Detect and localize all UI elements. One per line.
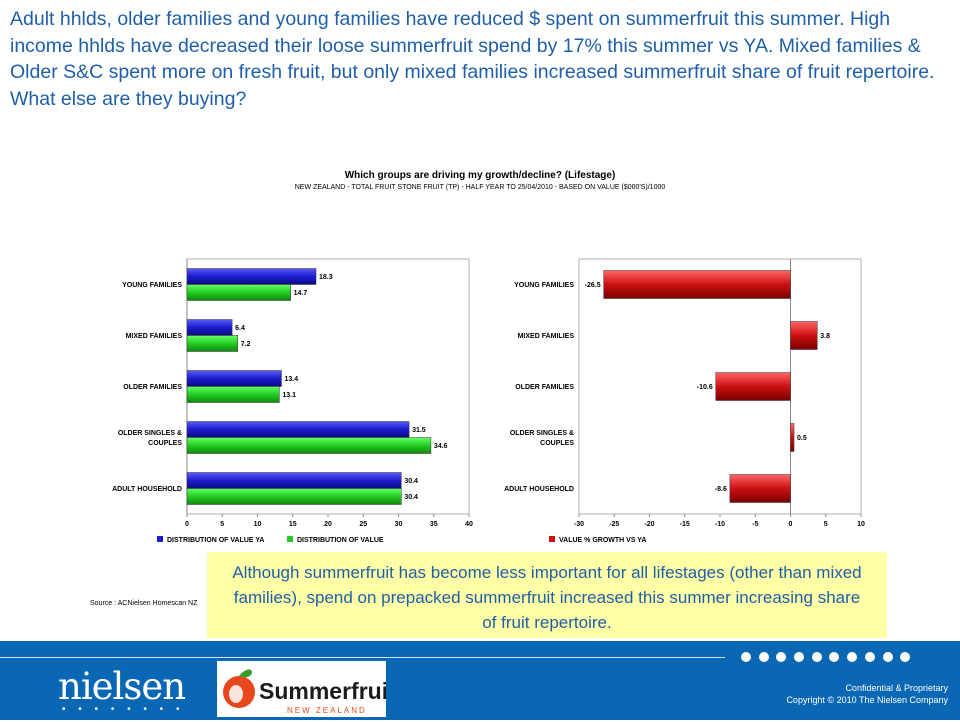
source-note: Source : ACNielsen Homescan NZ bbox=[90, 600, 198, 607]
chart-title: Which groups are driving my growth/decli… bbox=[344, 170, 616, 181]
nielsen-logo-dots: • • • • • • • • bbox=[62, 704, 185, 715]
bar bbox=[186, 370, 282, 387]
x-tick-label: 5 bbox=[220, 521, 224, 528]
copyright-text: Copyright © 2010 The Nielsen Company bbox=[786, 695, 948, 705]
category-label: OLDER FAMILIES bbox=[515, 384, 574, 391]
bar bbox=[186, 268, 317, 285]
legend-swatch bbox=[157, 536, 163, 542]
category-label: OLDER SINGLES & COUPLES bbox=[510, 430, 575, 447]
x-tick-label: -5 bbox=[752, 521, 758, 528]
footer-dots bbox=[741, 649, 911, 667]
bar bbox=[186, 319, 233, 336]
x-tick-label: -20 bbox=[644, 521, 654, 528]
confidential-text: Confidential & Proprietary bbox=[845, 683, 948, 693]
legend-label: DISTRIBUTION OF VALUE YA bbox=[167, 537, 265, 544]
left-bar-chart: 0 5 10 15 20 25 30 35 40 YOUNG FAMILIES 18.3 14.7 MI… bbox=[112, 258, 473, 544]
data-label: 0.5 bbox=[797, 435, 807, 442]
summerfruit-logo: Summerfruit NEW ZEALAND bbox=[217, 661, 396, 717]
data-label: 30.4 bbox=[404, 494, 418, 501]
footer: nielsen • • • • • • • • Summerfruit NEW … bbox=[0, 641, 960, 720]
bar bbox=[729, 474, 791, 503]
data-label: 14.7 bbox=[294, 290, 308, 297]
data-label: 6.4 bbox=[235, 325, 245, 332]
nielsen-logo: nielsen bbox=[58, 665, 186, 708]
right-bar-chart: -30 -25 -20 -15 -10 -5 0 5 10 YOUNG FAMILIES -26.5… bbox=[504, 258, 865, 544]
data-label: -10.6 bbox=[697, 384, 713, 391]
x-tick-label: 15 bbox=[289, 521, 297, 528]
category-label: YOUNG FAMILIES bbox=[514, 282, 574, 289]
data-label: 18.3 bbox=[319, 274, 333, 281]
bar bbox=[186, 488, 402, 505]
legend-label: DISTRIBUTION OF VALUE bbox=[297, 537, 384, 544]
x-tick-label: 10 bbox=[254, 521, 262, 528]
x-tick-label: 35 bbox=[430, 521, 438, 528]
x-tick-label: -10 bbox=[715, 521, 725, 528]
footer-legal: Confidential & Proprietary Copyright © 2… bbox=[786, 682, 948, 706]
x-tick-label: 0 bbox=[789, 521, 793, 528]
x-tick-label: 40 bbox=[465, 521, 473, 528]
summerfruit-logo-sub: NEW ZEALAND bbox=[287, 706, 367, 715]
x-tick-label: -15 bbox=[680, 521, 690, 528]
category-label: OLDER SINGLES & COUPLES bbox=[118, 430, 183, 447]
x-tick-label: -25 bbox=[609, 521, 619, 528]
category-label: ADULT HOUSEHOLD bbox=[112, 486, 182, 493]
callout-box: Although summerfruit has become less imp… bbox=[207, 552, 887, 638]
headline: Adult hhlds, older families and young fa… bbox=[10, 8, 935, 110]
category-label: MIXED FAMILIES bbox=[518, 333, 575, 340]
data-label: 34.6 bbox=[434, 443, 448, 450]
bar bbox=[186, 437, 432, 454]
chart-subtitle: NEW ZEALAND - TOTAL FRUIT STONE FRUIT (T… bbox=[294, 184, 666, 191]
bar bbox=[715, 372, 791, 401]
x-tick-label: 20 bbox=[324, 521, 332, 528]
x-tick-label: 30 bbox=[395, 521, 403, 528]
category-label: YOUNG FAMILIES bbox=[122, 282, 182, 289]
summerfruit-logo-text: Summerfruit bbox=[259, 678, 386, 704]
x-tick-label: 10 bbox=[857, 521, 865, 528]
charts-area: 0 5 10 15 20 25 30 35 40 YOUNG FAMILIES 18.3 14.7 MI… bbox=[112, 258, 865, 544]
footer-divider bbox=[0, 657, 725, 658]
data-label: 31.5 bbox=[412, 427, 426, 434]
x-tick-label: 0 bbox=[185, 521, 189, 528]
bar bbox=[603, 270, 791, 299]
data-label: 13.1 bbox=[282, 392, 296, 399]
bar bbox=[790, 423, 795, 452]
x-tick-label: 5 bbox=[824, 521, 828, 528]
data-label: 7.2 bbox=[241, 341, 251, 348]
bar bbox=[186, 335, 239, 352]
category-label: MIXED FAMILIES bbox=[126, 333, 183, 340]
bar bbox=[186, 386, 280, 403]
data-label: 3.8 bbox=[820, 333, 830, 340]
category-label: ADULT HOUSEHOLD bbox=[504, 486, 574, 493]
x-tick-label: 25 bbox=[359, 521, 367, 528]
bar bbox=[186, 421, 410, 438]
bar bbox=[186, 284, 291, 301]
category-label: OLDER FAMILIES bbox=[123, 384, 182, 391]
data-label: 30.4 bbox=[404, 478, 418, 485]
legend-swatch bbox=[549, 536, 555, 542]
data-label: 13.4 bbox=[284, 376, 298, 383]
legend-label: VALUE % GROWTH VS YA bbox=[559, 537, 646, 544]
legend-swatch bbox=[287, 536, 293, 542]
bar bbox=[790, 321, 818, 350]
data-label: -8.6 bbox=[715, 486, 727, 493]
x-tick-label: -30 bbox=[574, 521, 584, 528]
data-label: -26.5 bbox=[585, 282, 601, 289]
bar bbox=[186, 472, 402, 489]
